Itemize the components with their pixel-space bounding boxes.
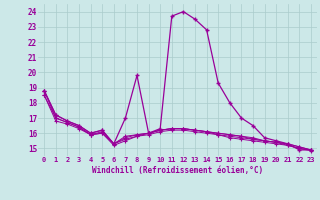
X-axis label: Windchill (Refroidissement éolien,°C): Windchill (Refroidissement éolien,°C): [92, 166, 263, 175]
